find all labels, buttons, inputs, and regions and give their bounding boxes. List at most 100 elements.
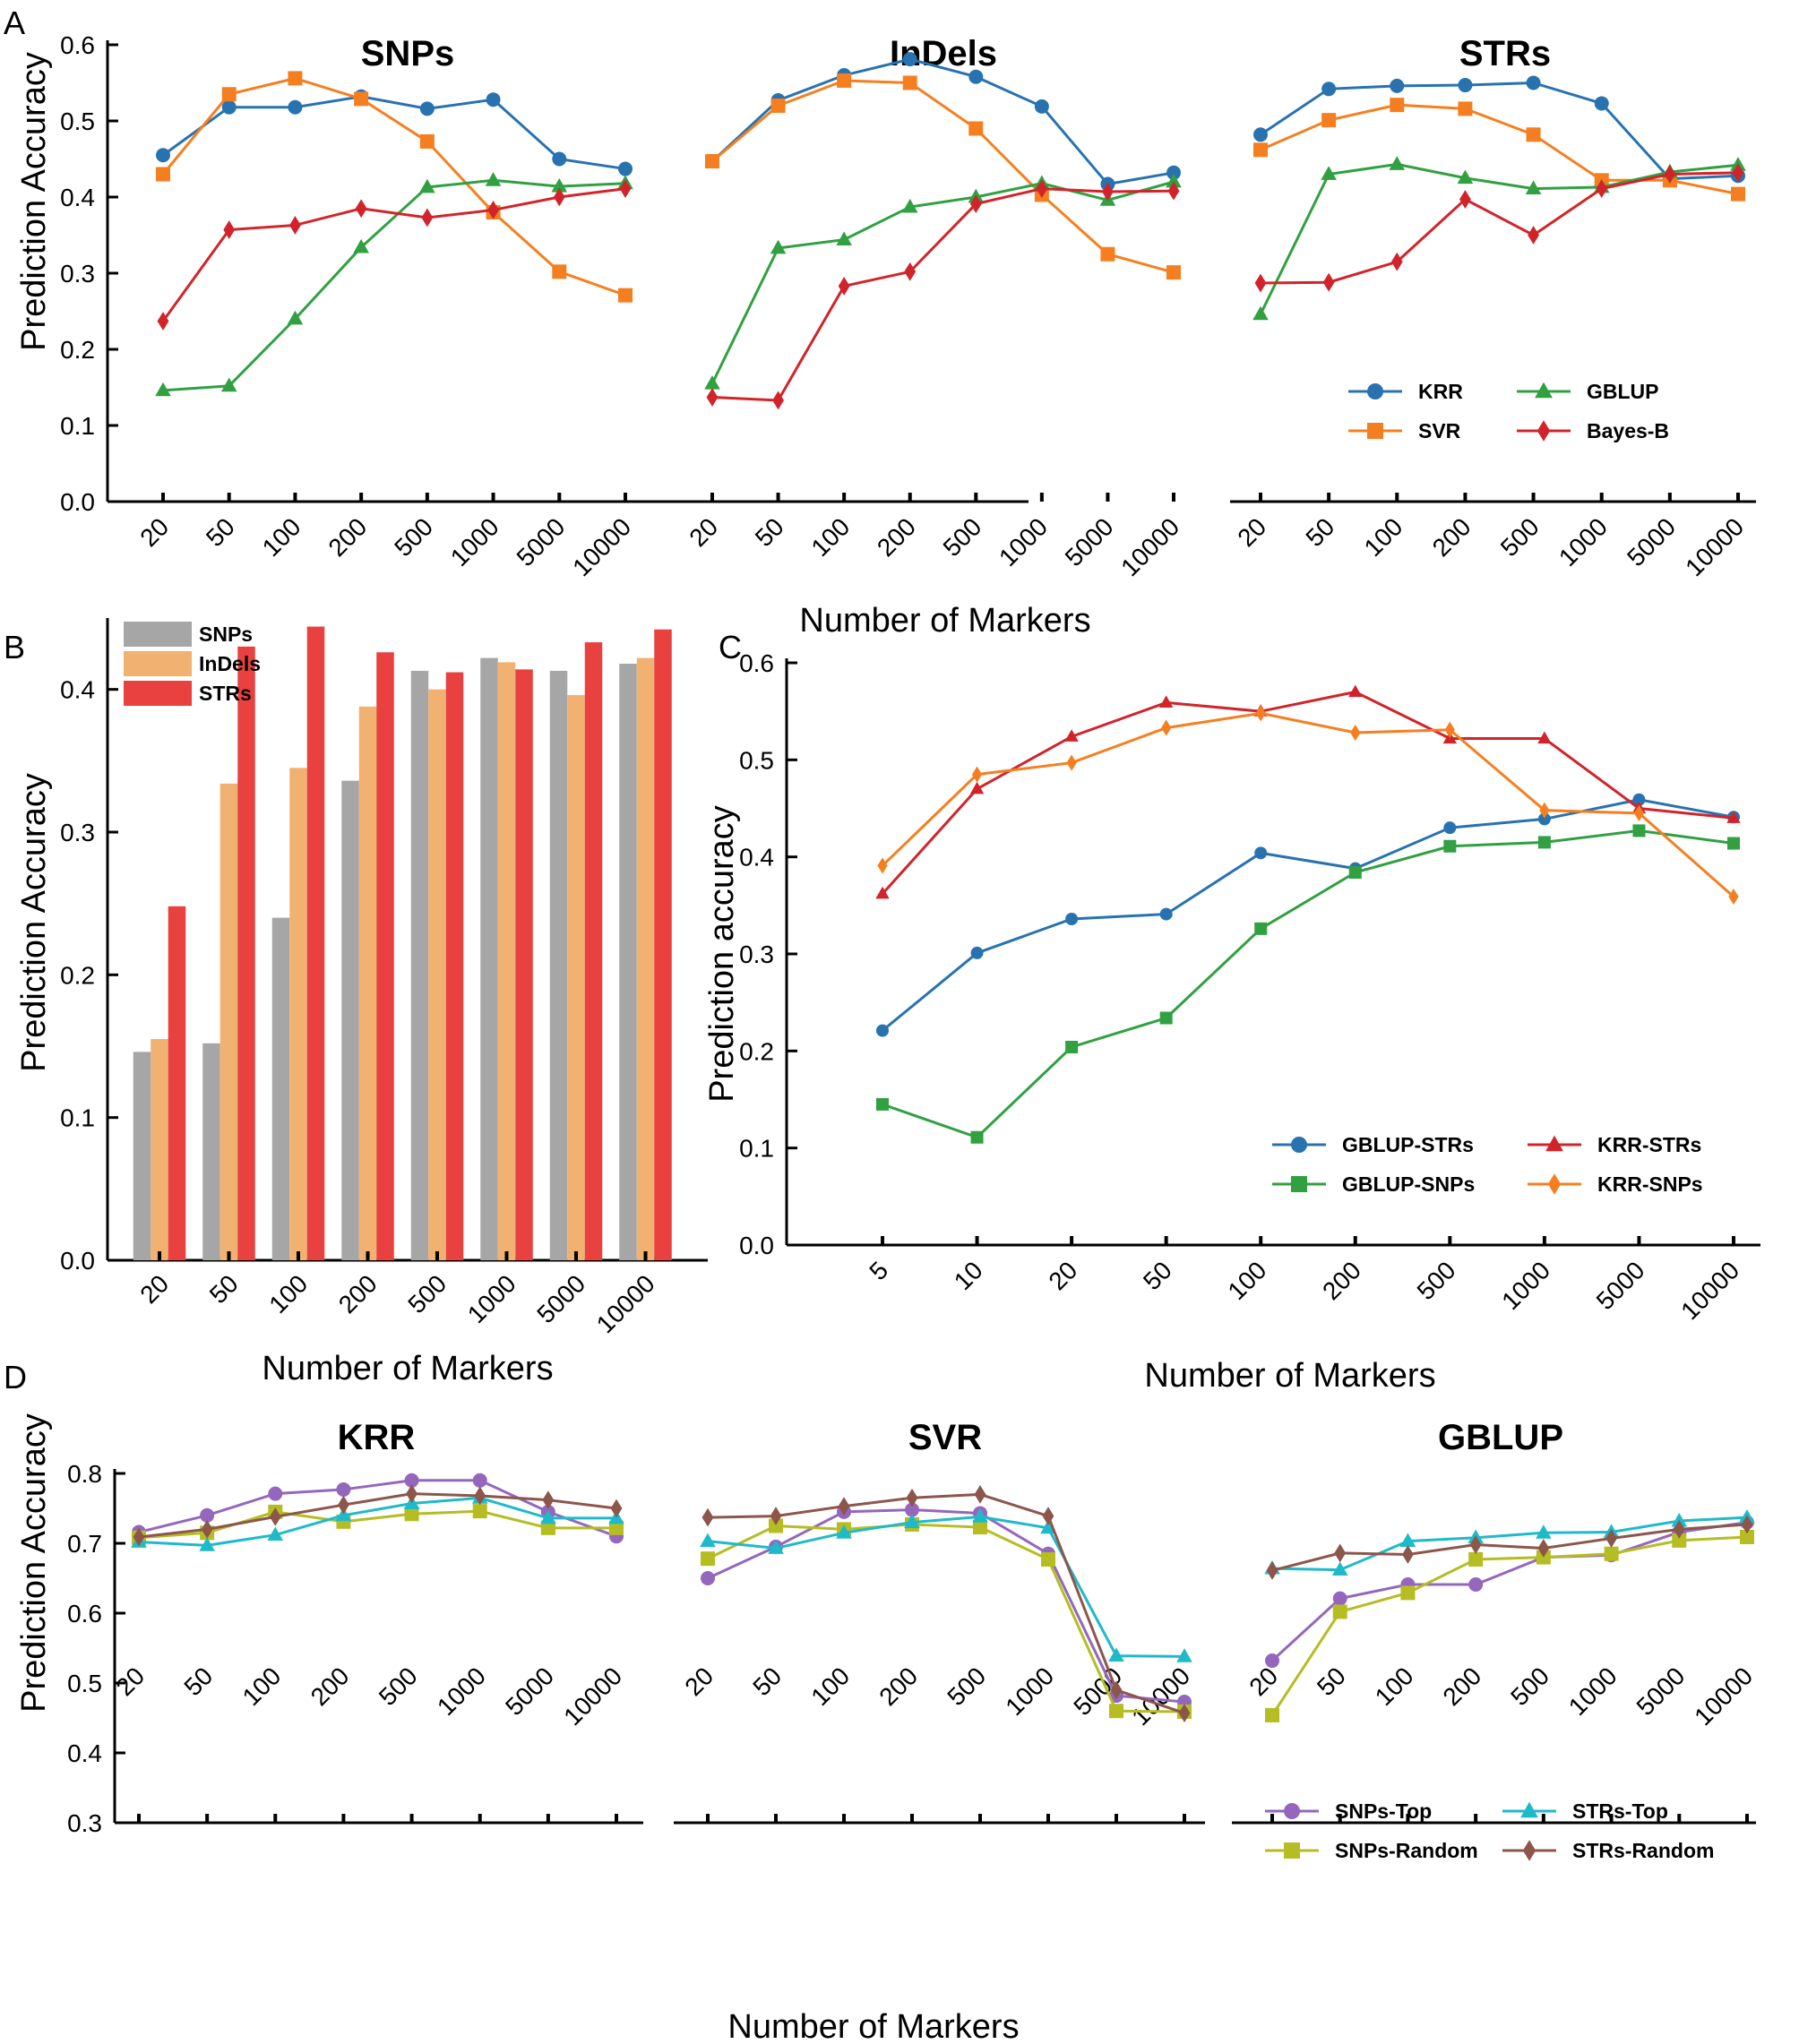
data-point-strs-top [1331,1561,1348,1576]
panel-letter-a: A [4,4,25,41]
data-point-bayes-b [1732,163,1744,183]
x-tick-label: 1000 [1563,1662,1623,1721]
legend-marker-gblup [1535,382,1553,399]
legend-label-strs: STRs [199,682,252,705]
legend-label-indels: InDels [199,652,261,675]
data-point-gblup-snps [970,1130,984,1144]
bar-snps [619,663,637,1260]
y-axis-label: Prediction Accuracy [15,52,53,351]
x-tick-label: 100 [237,1662,287,1711]
series-line-strs-random [138,1492,617,1539]
data-point-krr-strs [1348,684,1363,698]
data-point-gblup [1321,166,1337,180]
bar-snps [341,780,359,1260]
x-tick-label: 200 [323,512,372,562]
data-point-strs-random [338,1495,349,1515]
data-point-bayes-b [553,187,565,207]
x-tick-label: 10000 [1689,1662,1758,1731]
legend-label-krr-strs: KRR-STRs [1597,1133,1701,1156]
data-point-snps-random [1332,1604,1347,1619]
x-tick-label: 10000 [567,512,636,581]
data-point-bayes-b [838,277,850,296]
data-point-gblup-strs [970,946,984,959]
legend-label-snps-random: SNPs-Random [1335,1839,1478,1862]
legend-label-strs-top: STRs-Top [1572,1799,1668,1823]
data-point-snps-top [472,1473,487,1488]
data-point-gblup [770,239,787,254]
series-line-gblup [1259,162,1739,315]
bar-strs [445,672,464,1260]
y-tick-label: 0.2 [60,961,95,989]
x-tick-label: 50 [178,1662,218,1701]
data-point-strs-random [1334,1543,1347,1563]
data-point-gblup-strs [1537,812,1551,826]
series-line-gblup-strs [882,798,1734,1032]
data-point-strs-random [702,1507,714,1527]
data-point-strs-top [1399,1533,1416,1548]
data-point-snps-random [540,1520,555,1535]
data-point-gblup [1389,156,1406,170]
series-line-krr [710,57,1175,186]
legend-label-gblup: GBLUP [1587,380,1659,403]
legend-marker-krr-strs [1545,1135,1563,1152]
data-point-snps-random [701,1551,715,1567]
data-point-svr [618,288,633,303]
y-tick-label: 0.5 [67,1670,102,1697]
data-point-strs-random [974,1485,986,1504]
data-point-svr [221,87,237,102]
x-tick-label: 1000 [462,1269,521,1328]
x-tick-label: 200 [874,1662,923,1711]
data-point-krr [486,92,501,107]
y-axis-label: Prediction Accuracy [15,773,53,1072]
data-point-gblup [485,172,502,186]
x-tick-label: 100 [1223,1256,1272,1305]
legend-marker-krr-snps [1547,1173,1562,1195]
y-tick-label: 0.0 [739,1232,774,1259]
y-tick-label: 0.0 [60,1247,95,1275]
y-tick-label: 0.3 [60,819,95,846]
y-tick-label: 0.4 [60,184,95,211]
bar-strs [584,642,603,1260]
series-line-krr [1260,81,1739,181]
x-tick-label: 1000 [1000,1662,1059,1721]
data-point-snps-top [200,1507,215,1523]
data-point-strs-random [269,1507,281,1526]
series-line-svr [161,76,626,297]
data-point-snps-top [1332,1591,1347,1606]
series-line-strs-top [1271,1516,1748,1572]
x-tick-label: 50 [1312,1662,1351,1701]
data-point-krr-snps [1633,804,1645,822]
x-tick-label: 50 [750,512,789,552]
data-point-strs-random [1178,1704,1191,1722]
data-point-krr [156,148,170,163]
data-point-snps-random [609,1520,624,1535]
series-line-snps-top [1270,1521,1748,1662]
data-point-strs-top [1040,1519,1056,1534]
x-tick-label: 500 [1505,1662,1554,1711]
data-point-krr [1253,127,1268,142]
x-axis-label: Number of Markers [1144,1357,1435,1395]
y-tick-label: 0.1 [60,1104,95,1132]
x-tick-label: 10000 [558,1662,627,1731]
x-tick-label: 1000 [1496,1256,1555,1315]
data-point-strs-random [1110,1680,1123,1700]
data-point-bayes-b [1390,252,1403,271]
x-tick-label: 200 [1427,512,1476,562]
data-point-svr [837,73,852,88]
data-point-strs-random [1042,1507,1054,1525]
x-tick-label: 500 [374,1662,423,1711]
bar-snps [549,670,568,1260]
series-line-snps-random [138,1509,616,1540]
bar-snps [133,1052,151,1260]
bar-indels [219,783,238,1260]
data-point-krr [552,151,567,167]
bar-indels [636,657,655,1260]
data-point-gblup-snps [1348,866,1362,879]
x-tick-label: 10 [949,1256,988,1295]
data-point-krr [1526,75,1541,90]
data-point-strs-top [199,1537,215,1551]
series-line-krr [162,95,626,171]
chart-title: STRs [1459,34,1551,73]
series-line-strs-random [1271,1523,1748,1572]
